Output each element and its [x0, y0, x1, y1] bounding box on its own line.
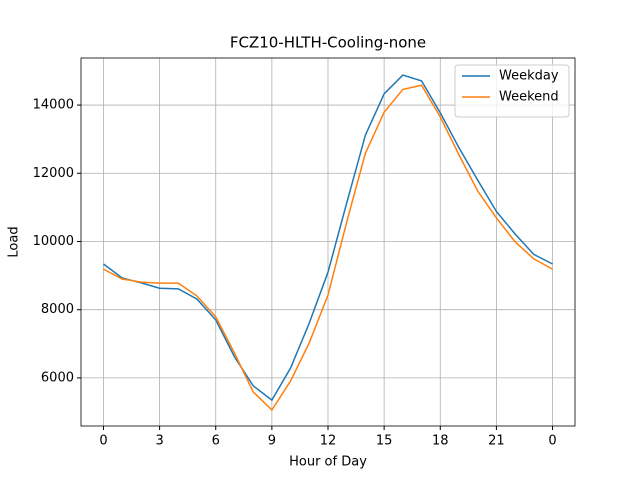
- legend-box: [454, 64, 570, 118]
- x-tick-label: 21: [488, 434, 505, 449]
- legend-label: Weekday: [499, 69, 559, 84]
- x-tick-label: 0: [99, 434, 107, 449]
- axes-frame: [80, 57, 576, 427]
- x-tick-label: 12: [320, 434, 337, 449]
- x-tick-label: 0: [548, 434, 556, 449]
- y-tick-label: 6000: [41, 370, 74, 385]
- y-tick-label: 14000: [33, 98, 74, 113]
- x-tick-label: 9: [268, 434, 276, 449]
- x-tick-label: 6: [212, 434, 220, 449]
- y-tick-label: 10000: [33, 234, 74, 249]
- data-line: [103, 74, 553, 402]
- x-tick-label: 18: [432, 434, 449, 449]
- x-tick-label: 3: [155, 434, 163, 449]
- chart-title: FCZ10-HLTH-Cooling-none: [230, 34, 426, 52]
- x-tick-label: 15: [376, 434, 393, 449]
- y-axis-label: Load: [7, 226, 22, 257]
- y-tick-label: 12000: [33, 166, 74, 181]
- x-axis-label: Hour of Day: [289, 455, 367, 470]
- data-line: [103, 84, 553, 412]
- y-tick-label: 8000: [41, 302, 74, 317]
- legend-label: Weekend: [499, 90, 559, 105]
